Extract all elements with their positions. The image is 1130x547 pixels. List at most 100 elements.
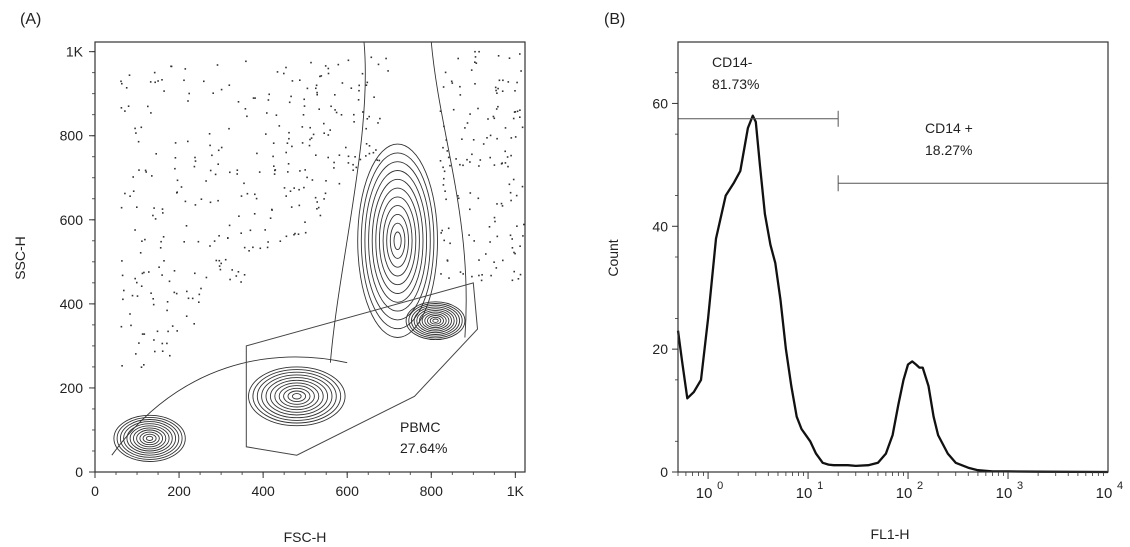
scatter-point [516, 225, 518, 227]
scatter-point [121, 82, 123, 85]
density-contour [129, 425, 170, 452]
scatter-point [144, 238, 146, 241]
scatter-point [447, 227, 450, 230]
scatter-point [490, 274, 492, 277]
scatter-point [472, 139, 475, 141]
scatter-point [194, 204, 197, 206]
scatter-point [131, 294, 134, 297]
scatter-point [218, 235, 220, 237]
scatter-point [325, 180, 327, 182]
scatter-point [445, 198, 447, 201]
scatter-point [387, 70, 389, 72]
scatter-point [240, 232, 242, 234]
scatter-point [143, 333, 146, 335]
scatter-point [272, 155, 274, 158]
scatter-point [459, 85, 461, 88]
scatter-point [324, 65, 327, 67]
scatter-point [379, 117, 381, 120]
scatter-point [187, 297, 190, 300]
x-tick-label-a: 800 [420, 483, 444, 499]
scatter-point [288, 131, 290, 134]
plot-b-axes: 0 20 40 60 10 0 10 1 10 2 10 3 10 4 [652, 72, 1123, 502]
scatter-point [273, 165, 275, 167]
scatter-point [264, 229, 266, 231]
scatter-point [495, 108, 498, 110]
density-contour [424, 313, 447, 329]
density-contour [123, 421, 177, 456]
scatter-point [501, 205, 504, 207]
scatter-point [378, 159, 381, 162]
scatter-point [466, 122, 469, 124]
scatter-point [372, 151, 375, 154]
scatter-point [228, 127, 230, 130]
scatter-point [450, 80, 453, 83]
scatter-point [323, 198, 325, 200]
scatter-point [304, 231, 307, 234]
panel-a-label: (A) [20, 11, 41, 28]
scatter-point [301, 142, 304, 144]
scatter-point [162, 212, 164, 214]
density-contour [405, 301, 466, 341]
scatter-point [149, 81, 152, 83]
scatter-point [184, 200, 187, 203]
scatter-point [140, 366, 143, 368]
gate-percent: 18.27% [925, 142, 972, 158]
scatter-point [320, 75, 323, 77]
density-contour [132, 427, 167, 450]
scatter-point [290, 206, 293, 208]
scatter-point [139, 252, 142, 254]
scatter-point [502, 259, 504, 262]
scatter-point [493, 261, 495, 263]
scatter-point [132, 176, 134, 178]
panel-b-label: (B) [604, 11, 625, 28]
scatter-point [510, 137, 513, 139]
density-contour [274, 382, 320, 411]
scatter-point [171, 325, 174, 327]
scatter-point [523, 223, 525, 226]
scatter-point [166, 301, 169, 303]
scatter-point [478, 50, 480, 53]
y-tick-label-a: 800 [60, 128, 84, 144]
scatter-point [288, 101, 291, 104]
y-tick-label-b: 60 [652, 95, 668, 111]
density-contour [261, 374, 333, 419]
scatter-point [162, 236, 165, 238]
scatter-point [209, 245, 211, 247]
density-contour [408, 303, 463, 339]
histogram-curve [676, 114, 1109, 474]
scatter-point [170, 65, 172, 68]
scatter-point [461, 138, 463, 140]
scatter-point [220, 262, 222, 265]
scatter-point [299, 79, 301, 81]
y-axis-label-b: Count [605, 239, 621, 276]
scatter-point [252, 97, 255, 99]
scatter-point [285, 235, 288, 238]
scatter-point [148, 271, 150, 273]
scatter-point [208, 133, 211, 135]
scatter-point [136, 281, 138, 284]
scatter-point [266, 246, 269, 249]
scatter-point [498, 79, 501, 82]
scatter-point [166, 309, 168, 312]
scatter-point [443, 177, 445, 180]
scatter-point [255, 197, 258, 200]
scatter-point [377, 63, 380, 66]
scatter-point [337, 63, 340, 66]
density-contour [389, 222, 406, 259]
scatter-point [246, 115, 248, 118]
scatter-point [246, 192, 249, 195]
scatter-point [287, 163, 290, 165]
scatter-point [154, 218, 157, 220]
scatter-point [329, 129, 331, 131]
y-tick-label-b: 40 [652, 218, 668, 234]
scatter-point [174, 142, 177, 144]
scatter-point [285, 195, 287, 197]
scatter-point [464, 127, 466, 129]
scatter-point [150, 112, 152, 114]
scatter-point [317, 206, 320, 209]
scatter-point [265, 133, 267, 135]
scatter-point [153, 71, 156, 74]
scatter-point [152, 298, 154, 300]
scatter-point [122, 298, 124, 301]
scatter-point [341, 82, 344, 84]
